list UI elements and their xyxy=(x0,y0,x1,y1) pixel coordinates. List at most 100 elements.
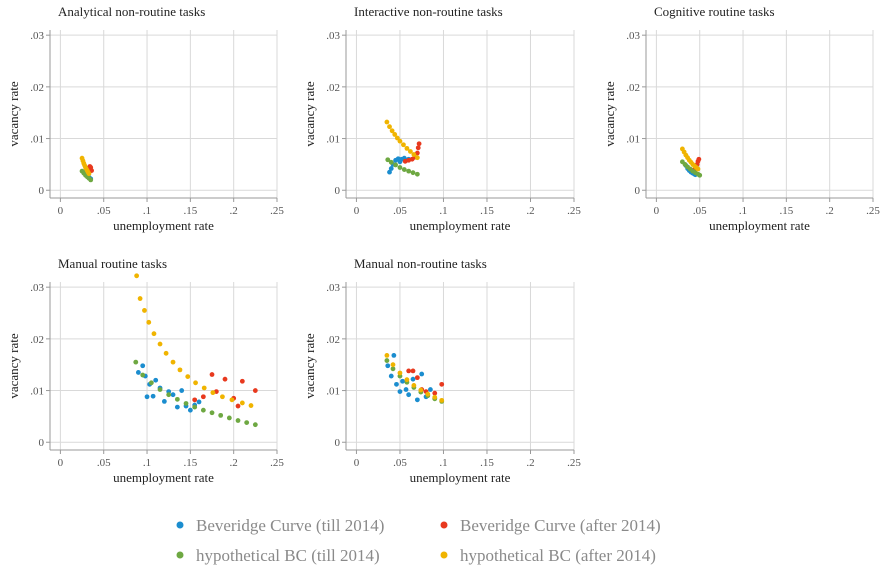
point xyxy=(388,159,394,165)
point xyxy=(385,363,391,369)
point xyxy=(397,389,403,394)
point xyxy=(142,308,147,313)
x-tick-label: 0 xyxy=(58,457,64,469)
point xyxy=(185,374,191,379)
x-axis-title: unemployment rate xyxy=(113,218,214,233)
point xyxy=(428,387,433,392)
point xyxy=(248,403,254,408)
point xyxy=(235,403,241,409)
point xyxy=(201,385,207,391)
panel: Manual routine tasks 0 .01 .02 .03 0 .05 .1 .15.… xyxy=(6,256,284,485)
point xyxy=(387,169,392,175)
legend-label: Beveridge Curve (after 2014) xyxy=(460,516,661,535)
point xyxy=(170,359,176,365)
point xyxy=(252,422,258,428)
point xyxy=(157,387,163,392)
point xyxy=(390,362,396,368)
point xyxy=(425,391,431,397)
point xyxy=(406,368,412,374)
point xyxy=(235,418,241,423)
legend-label: Beveridge Curve (till 2014) xyxy=(196,516,384,535)
point xyxy=(414,171,420,177)
y-tick-label: .01 xyxy=(30,386,44,398)
panel-title: Manual non-routine tasks xyxy=(354,256,487,271)
x-tick-label: .05 xyxy=(693,205,707,217)
y-tick-label: 0 xyxy=(335,185,341,197)
x-tick-label: .15 xyxy=(183,457,197,469)
x-tick-label: .05 xyxy=(97,205,111,217)
point xyxy=(140,372,146,378)
point xyxy=(209,410,215,416)
x-tick-label: .2 xyxy=(230,457,238,469)
x-tick-label: .1 xyxy=(739,205,747,217)
legend: Beveridge Curve (till 2014) Beveridge Cur… xyxy=(176,516,661,565)
point xyxy=(410,376,416,382)
point xyxy=(388,373,394,379)
point xyxy=(392,132,398,137)
panel-title: Interactive non-routine tasks xyxy=(354,4,503,19)
x-axis-title: unemployment rate xyxy=(410,470,511,485)
point xyxy=(179,388,185,393)
x-tick-label: .05 xyxy=(393,457,407,469)
point xyxy=(218,412,224,418)
point xyxy=(170,392,176,398)
y-tick-label: .02 xyxy=(30,334,44,346)
y-tick-label: .01 xyxy=(326,134,340,146)
point xyxy=(418,387,424,393)
x-axis-title: unemployment rate xyxy=(410,218,511,233)
point xyxy=(239,378,245,384)
y-tick-label: .02 xyxy=(30,82,44,94)
point xyxy=(389,128,395,134)
y-tick-label: .01 xyxy=(626,134,640,146)
point xyxy=(209,372,215,377)
y-axis-title: vacancy rate xyxy=(302,333,317,399)
point xyxy=(384,119,390,125)
y-tick-label: .03 xyxy=(326,30,340,42)
point xyxy=(384,353,390,358)
point xyxy=(406,168,412,174)
point xyxy=(133,359,139,365)
y-tick-label: .01 xyxy=(30,134,44,146)
point xyxy=(153,377,159,383)
panel-title: Manual routine tasks xyxy=(58,256,167,271)
y-tick-label: .01 xyxy=(326,386,340,398)
panel: Analytical non-routine tasks 0 .01 .02 .03 0.… xyxy=(6,4,284,233)
point xyxy=(140,363,146,369)
point xyxy=(419,371,425,377)
point xyxy=(144,394,150,400)
point xyxy=(157,341,163,347)
x-tick-label: .2 xyxy=(230,205,238,217)
x-tick-label: .2 xyxy=(526,457,534,469)
point xyxy=(411,382,417,388)
y-tick-label: 0 xyxy=(335,437,341,449)
point xyxy=(210,390,216,396)
x-tick-label: .15 xyxy=(480,457,494,469)
panel-title: Cognitive routine tasks xyxy=(654,4,775,19)
y-tick-label: 0 xyxy=(39,185,45,197)
point xyxy=(414,397,420,403)
x-tick-label: .15 xyxy=(183,205,197,217)
point xyxy=(244,420,250,426)
point xyxy=(416,141,422,147)
point xyxy=(161,399,167,404)
point xyxy=(226,415,232,421)
x-tick-label: .2 xyxy=(526,205,534,217)
y-tick-label: .02 xyxy=(326,334,340,346)
legend-marker xyxy=(176,521,184,529)
point xyxy=(239,400,245,406)
x-tick-label: .1 xyxy=(439,457,447,469)
point xyxy=(394,381,399,387)
point xyxy=(166,392,172,398)
point xyxy=(397,165,403,170)
point xyxy=(88,177,94,183)
point xyxy=(439,397,445,403)
x-tick-label: .05 xyxy=(97,457,111,469)
panel: Interactive non-routine tasks 0 .01 .02 .03 0… xyxy=(302,4,581,233)
point xyxy=(192,397,198,403)
point xyxy=(397,138,403,144)
y-tick-label: 0 xyxy=(39,437,45,449)
point xyxy=(695,166,701,172)
x-tick-label: .15 xyxy=(779,205,793,217)
point xyxy=(134,273,140,279)
point xyxy=(177,367,183,373)
